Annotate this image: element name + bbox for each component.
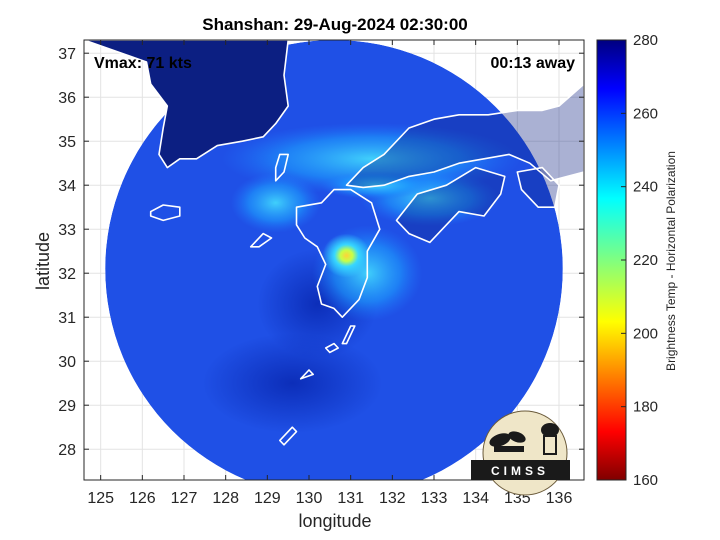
- dark-south-region: [202, 333, 383, 434]
- x-tick-label: 128: [212, 490, 239, 507]
- colorbar-tick-label: 220: [633, 252, 658, 269]
- land-shikoku: [396, 167, 505, 243]
- y-tick-label: 31: [58, 310, 76, 327]
- x-tick-label: 126: [129, 490, 156, 507]
- y-tick-label: 28: [58, 442, 76, 459]
- y-tick-label: 29: [58, 398, 76, 415]
- colorbar-tick-label: 180: [633, 399, 658, 416]
- land-honshu_w: [346, 84, 584, 188]
- logo-dish-right: [508, 431, 526, 443]
- coastline-amami: [279, 426, 298, 446]
- y-tick-label: 37: [58, 46, 76, 63]
- x-tick-label: 132: [379, 490, 406, 507]
- colorbar-tick-label: 260: [633, 105, 658, 122]
- x-tick-label: 125: [87, 490, 114, 507]
- logo-text: CIMSS: [491, 464, 549, 478]
- x-tick-label: 129: [254, 490, 281, 507]
- land-korea: [84, 40, 289, 168]
- coastline-jeju: [149, 204, 181, 222]
- x-axis-ticks: 125 126 127 128 129 130 131 132 133 134 135 136: [87, 40, 572, 507]
- microwave-swath: [105, 40, 563, 480]
- y-tick-label: 36: [58, 90, 76, 107]
- plot-frame: [83, 39, 585, 481]
- x-tick-label: 134: [462, 490, 489, 507]
- colorbar-tick-label: 280: [633, 32, 658, 49]
- y-tick-label: 34: [58, 178, 76, 195]
- colorbar-ticks: 160 180 200 220 240 260 280: [621, 32, 658, 489]
- cimss-logo: CIMSS: [471, 410, 570, 496]
- storm-eyewall: [322, 233, 371, 278]
- logo-dish-base: [494, 446, 524, 452]
- west-rainband: [230, 172, 321, 233]
- x-axis-label: longitude: [298, 511, 371, 531]
- coastline-goto: [249, 232, 273, 248]
- coastline-tsushima: [274, 153, 289, 182]
- logo-dish-left: [489, 433, 511, 447]
- logo-water-tower: [541, 423, 559, 437]
- x-tick-label: 131: [337, 490, 364, 507]
- coastlines: [84, 40, 584, 446]
- x-tick-label: 133: [421, 490, 448, 507]
- logo-tower-legs: [543, 435, 557, 455]
- land-areas: [84, 40, 584, 243]
- colorbar-label: Brightness Temp - Horizontal Polarizatio…: [664, 151, 678, 371]
- coastline-tokara: [299, 369, 314, 380]
- chart-title: Shanshan: 29-Aug-2024 02:30:00: [202, 15, 468, 34]
- time-away-annotation: 00:13 away: [490, 55, 575, 72]
- y-tick-label: 30: [58, 354, 76, 371]
- x-tick-label: 136: [546, 490, 573, 507]
- colorbar-tick-label: 240: [633, 179, 658, 196]
- colorbar: 160 180 200 220 240 260 280 Brightness Temp - …: [596, 32, 678, 489]
- coastline-kyushu: [295, 188, 381, 318]
- y-tick-label: 35: [58, 134, 76, 151]
- y-tick-label: 32: [58, 266, 76, 283]
- colorbar-tick-label: 160: [633, 472, 658, 489]
- coastline-kii: [516, 166, 560, 208]
- y-tick-label: 33: [58, 222, 76, 239]
- coastline-korea: [84, 40, 289, 169]
- coastline-tanegashima: [341, 325, 356, 345]
- logo-banner: [471, 460, 570, 480]
- coastline-shikoku: [395, 166, 506, 244]
- vmax-annotation: Vmax: 71 kts: [94, 55, 192, 72]
- coastline-yakushima: [324, 342, 339, 354]
- x-tick-label: 127: [171, 490, 198, 507]
- colorbar-tick-label: 200: [633, 325, 658, 342]
- coastline-honshu_w: [345, 83, 584, 189]
- y-axis-label: latitude: [33, 232, 53, 290]
- x-tick-label: 130: [296, 490, 323, 507]
- y-axis-ticks: 28 29 30 31 32 33 34 35 36 37: [58, 46, 584, 459]
- land-kii: [517, 167, 559, 208]
